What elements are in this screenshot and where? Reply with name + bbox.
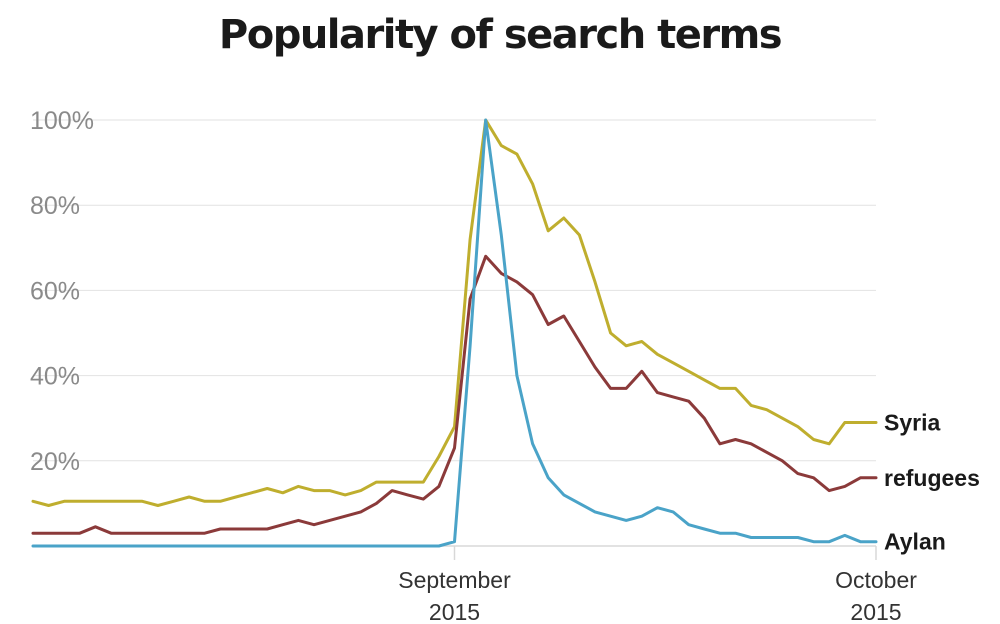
- series-line-aylan: [31, 118, 878, 548]
- y-tick-label-40: 40%: [30, 363, 80, 391]
- series-lines: [31, 118, 878, 548]
- series-line-syria: [31, 118, 878, 507]
- x-tick-label-year-0: 2015: [429, 599, 480, 624]
- gridlines: [33, 119, 876, 462]
- x-tick-label-month-0: September: [398, 567, 511, 593]
- chart-title: Popularity of search terms: [218, 12, 783, 58]
- y-tick-labels: 20% 40% 60% 80% 100%: [30, 107, 94, 476]
- y-tick-label-80: 80%: [30, 192, 80, 220]
- series-label-refugees: refugees: [884, 465, 980, 491]
- y-tick-label-100: 100%: [30, 107, 94, 135]
- series-label-aylan: Aylan: [884, 529, 946, 555]
- x-tick-label-year-1: 2015: [850, 599, 901, 624]
- series-labels: Syria refugees Aylan: [884, 409, 980, 554]
- x-axis: [33, 545, 877, 560]
- x-tick-label-month-1: October: [835, 567, 917, 593]
- x-tick-labels: September 2015 October 2015: [398, 567, 917, 624]
- y-tick-label-20: 20%: [30, 448, 80, 476]
- y-tick-label-60: 60%: [30, 277, 80, 305]
- series-label-syria: Syria: [884, 409, 940, 435]
- series-line-refugees: [31, 254, 878, 535]
